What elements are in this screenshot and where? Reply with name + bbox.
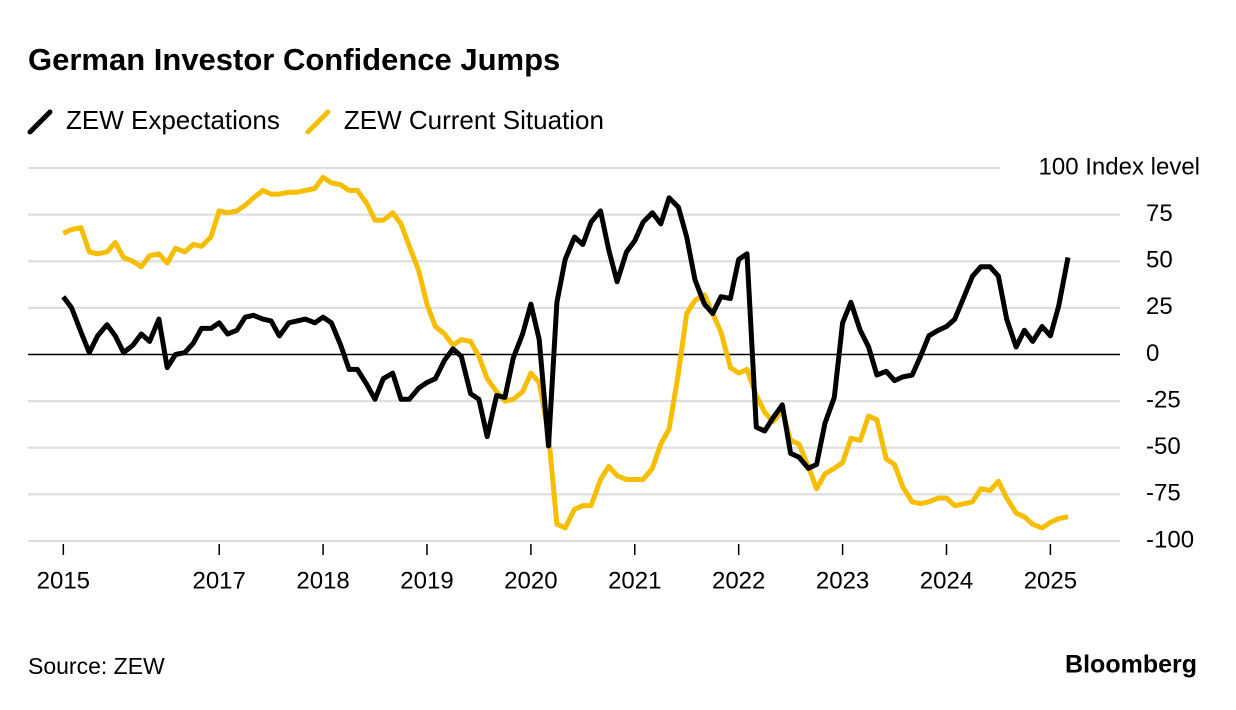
- x-tick-label: 2017: [192, 567, 245, 594]
- x-tick-label: 2018: [296, 567, 349, 594]
- legend-swatch: [27, 109, 53, 135]
- x-tick-label: 2020: [504, 567, 557, 594]
- legend: ZEW Expectations ZEW Current Situation: [27, 105, 604, 135]
- y-tick-label: 75: [1146, 200, 1173, 227]
- y-tick-label: 100 Index level: [1039, 153, 1200, 180]
- y-tick-label: 0: [1146, 340, 1159, 367]
- legend-label: ZEW Expectations: [66, 105, 280, 135]
- series-line: [62, 174, 1069, 531]
- x-tick-label: 2022: [712, 567, 765, 594]
- y-tick-label: 25: [1146, 293, 1173, 320]
- x-tick-label: 2024: [920, 567, 973, 594]
- y-tick-label: 50: [1146, 247, 1173, 274]
- chart-title: German Investor Confidence Jumps: [28, 42, 560, 77]
- y-tick-label: -25: [1146, 386, 1181, 413]
- x-tick-label: 2021: [608, 567, 661, 594]
- legend-swatch: [305, 109, 331, 135]
- legend-label: ZEW Current Situation: [344, 105, 604, 135]
- series-line: [61, 195, 1071, 471]
- brand: Bloomberg: [1065, 651, 1197, 679]
- y-tick-label: -75: [1146, 480, 1181, 507]
- x-tick-label: 2015: [37, 567, 90, 594]
- x-tick-label: 2019: [400, 567, 453, 594]
- x-tick-label: 2023: [816, 567, 869, 594]
- y-tick-label: -100: [1146, 526, 1194, 553]
- y-tick-label: -50: [1146, 433, 1181, 460]
- x-tick-label: 2025: [1024, 567, 1077, 594]
- source: Source: ZEW: [28, 653, 165, 679]
